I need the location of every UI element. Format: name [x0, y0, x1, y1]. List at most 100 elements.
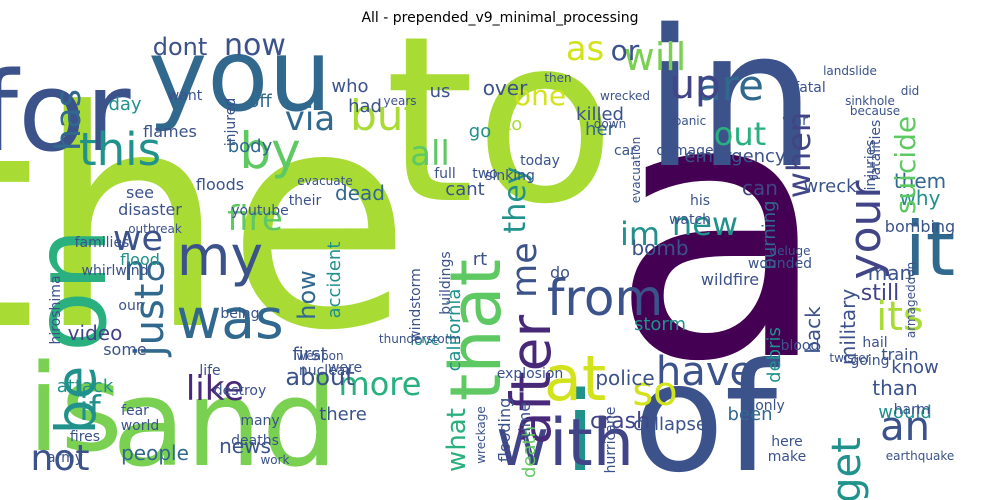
word-do: do	[550, 263, 570, 282]
word-suicide: suicide	[889, 116, 922, 214]
word-his: his	[690, 193, 710, 209]
word-evacuate: evacuate	[297, 174, 352, 188]
word-get: get	[824, 437, 870, 500]
word-flames: flames	[143, 122, 197, 141]
word-car: car	[614, 143, 636, 159]
word-deaths: deaths	[231, 433, 279, 449]
word-now: now	[224, 28, 286, 63]
word-explosion: explosion	[497, 366, 564, 382]
word-wreck: wreck	[803, 176, 857, 197]
word-weapon: weapon	[296, 349, 343, 363]
word-many: many	[240, 413, 279, 429]
word-what: what	[442, 408, 472, 472]
word-off: off	[248, 91, 272, 112]
word-here: here	[771, 434, 803, 450]
word-floods: floods	[196, 175, 244, 194]
word-families: families	[75, 235, 130, 251]
word-life: life	[199, 363, 220, 379]
word-their: their	[289, 193, 322, 209]
word-make: make	[768, 449, 806, 465]
word-because: because	[850, 104, 900, 118]
word-destroy: destroy	[214, 383, 267, 399]
word-dont: dont	[153, 33, 208, 61]
word-our: our	[118, 298, 141, 314]
word-whirlwind: whirlwind	[82, 263, 149, 279]
word-fatal: fatal	[794, 80, 825, 96]
word-down: down	[594, 117, 626, 131]
word-buildings: buildings	[438, 251, 454, 314]
word-full: full	[434, 166, 456, 182]
word-twister: twister	[829, 351, 870, 365]
word-bombing: bombing	[885, 217, 955, 236]
word-has: has	[49, 89, 89, 151]
word-people: people	[121, 441, 189, 465]
word-or: or	[611, 34, 640, 67]
word-panic: panic	[674, 114, 707, 128]
word-into: into	[488, 114, 522, 135]
word-today: today	[520, 153, 560, 169]
word-sinking: sinking	[485, 168, 535, 184]
word-did: did	[901, 84, 920, 98]
word-accident: accident	[324, 242, 345, 319]
word-time: time	[515, 402, 534, 438]
word-deluge: deluge	[770, 244, 811, 258]
word-work: work	[260, 453, 289, 467]
word-nuclear: nuclear	[299, 363, 352, 379]
word-blood: blood	[781, 338, 820, 354]
word-outbreak: outbreak	[128, 222, 182, 236]
word-me: me	[505, 242, 545, 298]
word-years: years	[383, 94, 416, 108]
word-who: who	[331, 76, 368, 97]
word-than: than	[872, 376, 917, 400]
word-via: via	[285, 99, 335, 139]
word-how: how	[293, 270, 321, 320]
word-some: some	[103, 340, 147, 359]
word-collapse: collapse	[633, 414, 707, 435]
word-can: can	[742, 176, 778, 200]
word-war: war	[782, 113, 808, 129]
word-wrecked: wrecked	[600, 89, 650, 103]
word-armageddon: armageddon	[904, 262, 918, 338]
word-cant: cant	[445, 179, 484, 200]
word-rt: rt	[473, 249, 487, 270]
word-earthquake: earthquake	[886, 449, 954, 463]
word-army: army	[47, 450, 83, 466]
word-windstorm: windstorm	[408, 268, 424, 342]
word-hiroshima: hiroshima	[48, 275, 64, 344]
word-landslide: landslide	[823, 64, 877, 78]
word-youtube: youtube	[231, 203, 289, 219]
word-then: then	[544, 71, 571, 85]
word-over: over	[483, 76, 528, 100]
word-harm: harm	[894, 402, 931, 418]
word-want: want	[168, 88, 203, 104]
word-injured: injured	[223, 98, 239, 146]
word-storm: storm	[634, 314, 686, 335]
word-wildfire: wildfire	[701, 270, 759, 289]
word-us: us	[430, 81, 451, 102]
word-fear: fear	[121, 403, 149, 419]
word-as: as	[566, 29, 605, 69]
word-had: had	[348, 96, 382, 117]
word-police: police	[595, 366, 654, 390]
word-day: day	[108, 94, 141, 115]
word-world: world	[121, 418, 160, 434]
word-disaster: disaster	[118, 200, 182, 219]
word-watch: watch	[669, 212, 711, 228]
word-flooding: flooding	[495, 398, 514, 463]
word-hurricane: hurricane	[603, 407, 619, 474]
word-wreckage: wreckage	[474, 406, 488, 464]
word-only: only	[755, 398, 785, 414]
word-fatalities: fatalities	[868, 120, 884, 181]
word-go: go	[469, 121, 491, 142]
word-attack: attack	[57, 376, 114, 397]
word-there: there	[319, 404, 367, 425]
word-hail: hail	[862, 335, 887, 351]
word-thunderstorm: thunderstorm	[379, 332, 461, 346]
word-wounded: wounded	[748, 256, 812, 272]
word-damage: damage	[656, 143, 713, 159]
word-being: being	[220, 306, 259, 322]
word-bomb: bomb	[631, 236, 688, 260]
word-fires: fires	[70, 429, 100, 445]
word-debris: debris	[764, 327, 785, 383]
